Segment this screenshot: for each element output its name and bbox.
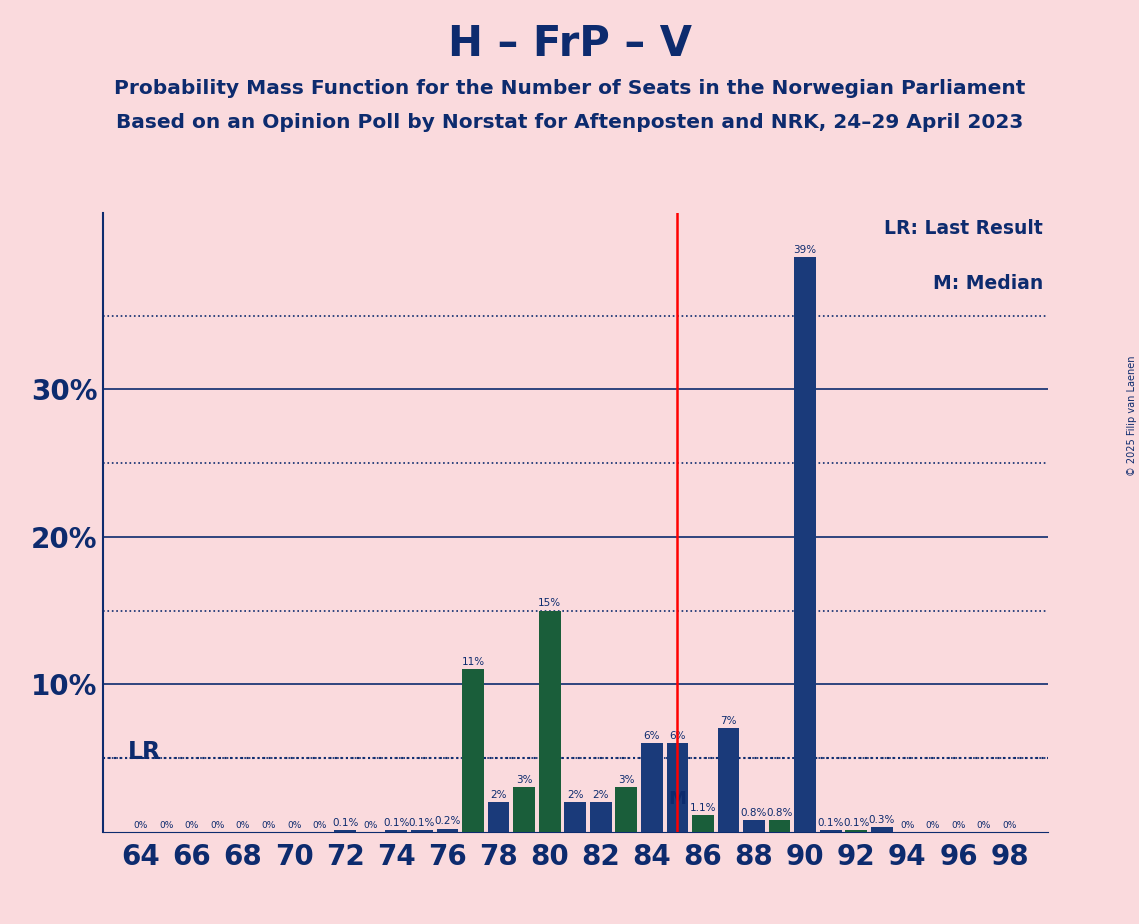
Text: LR: Last Result: LR: Last Result	[884, 219, 1043, 237]
Text: 11%: 11%	[461, 657, 484, 667]
Text: 2%: 2%	[490, 790, 507, 800]
Text: 0%: 0%	[211, 821, 224, 831]
Text: 0%: 0%	[926, 821, 940, 831]
Bar	[871, 827, 893, 832]
Bar	[514, 787, 535, 832]
Bar	[693, 815, 714, 832]
Text: 0%: 0%	[977, 821, 991, 831]
Bar	[820, 830, 842, 832]
Bar	[385, 830, 408, 832]
Text: Probability Mass Function for the Number of Seats in the Norwegian Parliament: Probability Mass Function for the Number…	[114, 79, 1025, 98]
Text: 0.1%: 0.1%	[383, 818, 410, 828]
Text: 0%: 0%	[1002, 821, 1017, 831]
Text: 0%: 0%	[900, 821, 915, 831]
Text: 6%: 6%	[644, 731, 661, 741]
Text: M: Median: M: Median	[933, 274, 1043, 294]
Text: 0%: 0%	[312, 821, 327, 831]
Text: © 2025 Filip van Laenen: © 2025 Filip van Laenen	[1126, 356, 1137, 476]
Text: 0.8%: 0.8%	[767, 808, 793, 818]
Text: 3%: 3%	[516, 775, 532, 785]
Text: 0.1%: 0.1%	[843, 818, 869, 828]
Text: 1.1%: 1.1%	[690, 803, 716, 813]
Text: 0.3%: 0.3%	[869, 815, 895, 825]
Text: 7%: 7%	[720, 716, 737, 726]
Bar	[539, 611, 560, 832]
Text: 39%: 39%	[794, 245, 817, 254]
Bar	[335, 830, 357, 832]
Text: 0%: 0%	[951, 821, 966, 831]
Text: 3%: 3%	[618, 775, 634, 785]
Text: 0.2%: 0.2%	[434, 817, 460, 826]
Text: H – FrP – V: H – FrP – V	[448, 23, 691, 65]
Text: 0.1%: 0.1%	[409, 818, 435, 828]
Bar	[564, 802, 587, 832]
Text: 0.1%: 0.1%	[818, 818, 844, 828]
Bar	[615, 787, 637, 832]
Bar	[411, 830, 433, 832]
Bar	[487, 802, 509, 832]
Bar	[462, 670, 484, 832]
Text: Based on an Opinion Poll by Norstat for Aftenposten and NRK, 24–29 April 2023: Based on an Opinion Poll by Norstat for …	[116, 113, 1023, 132]
Bar	[794, 257, 816, 832]
Bar	[718, 728, 739, 832]
Text: 0%: 0%	[133, 821, 148, 831]
Bar	[641, 743, 663, 832]
Text: 2%: 2%	[567, 790, 583, 800]
Bar	[769, 820, 790, 832]
Text: 6%: 6%	[669, 731, 686, 741]
Text: 0%: 0%	[236, 821, 251, 831]
Text: 15%: 15%	[538, 598, 562, 608]
Text: 2%: 2%	[592, 790, 609, 800]
Bar	[436, 829, 458, 832]
Text: 0%: 0%	[287, 821, 302, 831]
Text: LR: LR	[128, 740, 162, 764]
Text: 0%: 0%	[363, 821, 378, 831]
Bar	[666, 743, 688, 832]
Text: 0%: 0%	[262, 821, 276, 831]
Text: 0.8%: 0.8%	[740, 808, 768, 818]
Bar	[743, 820, 765, 832]
Bar	[845, 830, 867, 832]
Text: 0.1%: 0.1%	[333, 818, 359, 828]
Bar	[590, 802, 612, 832]
Text: 0%: 0%	[159, 821, 173, 831]
Text: 0%: 0%	[185, 821, 199, 831]
Text: M: M	[669, 790, 687, 808]
